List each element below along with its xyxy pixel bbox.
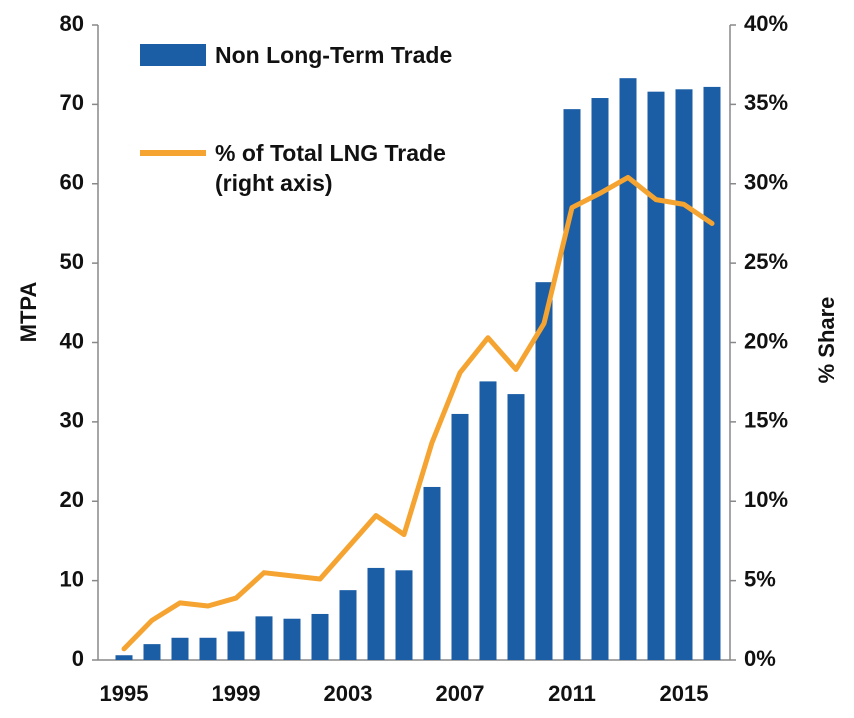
x-tick-label: 1999 bbox=[212, 681, 261, 706]
bar bbox=[451, 413, 469, 660]
bar bbox=[535, 282, 553, 660]
y2-tick-label: 20% bbox=[744, 328, 788, 353]
bar bbox=[423, 486, 441, 660]
bar bbox=[395, 570, 413, 660]
x-tick-label: 2003 bbox=[324, 681, 373, 706]
x-tick-label: 2007 bbox=[436, 681, 485, 706]
y-tick-label: 40 bbox=[60, 328, 84, 353]
bar bbox=[507, 394, 525, 660]
bar bbox=[283, 618, 301, 660]
legend-swatch bbox=[140, 44, 206, 66]
y-tick-label: 20 bbox=[60, 487, 84, 512]
y-tick-label: 60 bbox=[60, 170, 84, 195]
y2-tick-label: 25% bbox=[744, 249, 788, 274]
legend-swatch bbox=[140, 150, 206, 156]
bar bbox=[591, 98, 609, 660]
bar bbox=[115, 655, 133, 660]
bar bbox=[703, 86, 721, 661]
bar bbox=[647, 91, 665, 661]
y-tick-label: 0 bbox=[72, 646, 84, 671]
line bbox=[121, 174, 715, 652]
y2-tick-label: 5% bbox=[744, 566, 776, 591]
bar bbox=[675, 89, 693, 660]
y2-tick-label: 30% bbox=[744, 170, 788, 195]
legend-label: % of Total LNG Trade (right axis) bbox=[215, 140, 446, 196]
bar bbox=[255, 616, 273, 660]
y-tick-label: 10 bbox=[60, 566, 84, 591]
bar bbox=[143, 644, 161, 660]
x-tick-label: 2011 bbox=[548, 681, 596, 706]
y2-tick-label: 15% bbox=[744, 408, 788, 433]
bar bbox=[227, 631, 245, 660]
y-tick-label: 30 bbox=[60, 408, 84, 433]
bar bbox=[311, 613, 329, 660]
y2-tick-label: 10% bbox=[744, 487, 788, 512]
y2-tick-label: 40% bbox=[744, 11, 788, 36]
bar bbox=[367, 567, 385, 660]
y-tick-label: 80 bbox=[60, 11, 84, 36]
legend-label: Non Long-Term Trade bbox=[215, 42, 453, 68]
bar bbox=[339, 590, 357, 660]
y-tick-label: 50 bbox=[60, 249, 84, 274]
x-tick-label: 1995 bbox=[100, 681, 149, 706]
bar bbox=[199, 637, 217, 660]
y2-tick-label: 35% bbox=[744, 90, 788, 115]
bar bbox=[563, 109, 581, 660]
bar bbox=[171, 637, 189, 660]
bar bbox=[479, 381, 497, 660]
y-axis-title: MTPA bbox=[16, 282, 41, 343]
bar bbox=[619, 78, 637, 660]
x-tick-label: 2015 bbox=[660, 681, 709, 706]
y-tick-label: 70 bbox=[60, 90, 84, 115]
y2-tick-label: 0% bbox=[744, 646, 776, 671]
y2-axis-title: % Share bbox=[814, 297, 839, 384]
